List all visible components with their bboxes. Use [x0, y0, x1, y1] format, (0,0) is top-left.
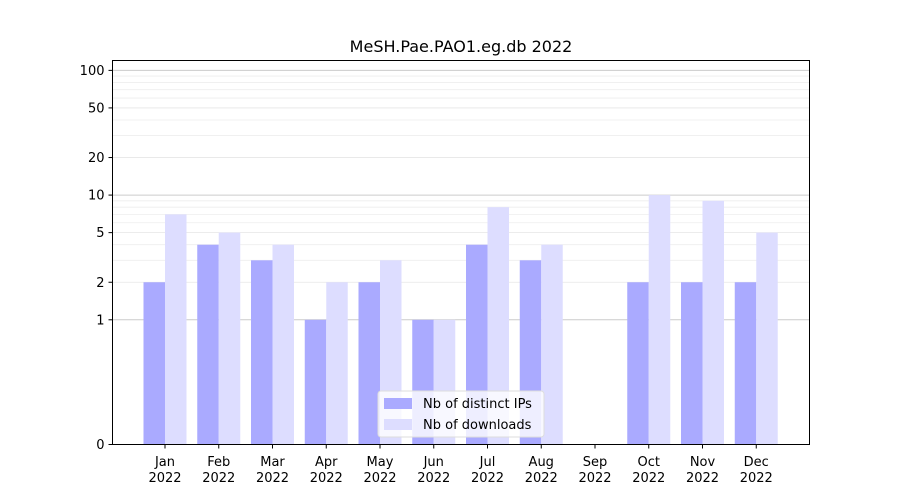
- x-axis: Jan 2022 Feb 2022 Mar 2022 Apr 2022 May 2022 Jun 20…: [148, 444, 773, 486]
- x-tick-label: Jul 2022: [471, 455, 504, 486]
- legend-box: [377, 390, 545, 438]
- x-tick-label: Sep 2022: [578, 455, 611, 486]
- bar-downloads: [702, 200, 724, 445]
- legend: Nb of distinct IPs Nb of downloads: [377, 390, 545, 438]
- x-tick-label: Aug 2022: [525, 455, 558, 486]
- y-axis: 0 1 2 5 10 20 50 100: [80, 64, 113, 453]
- bar-downloads: [648, 195, 671, 445]
- x-tick-label: Nov 2022: [686, 455, 719, 486]
- bar-distinct-ips: [358, 282, 380, 445]
- y-tick-label: 100: [80, 64, 105, 79]
- bar-distinct-ips: [143, 282, 165, 445]
- y-tick-label: 10: [88, 189, 105, 204]
- chart-title: MeSH.Pae.PAO1.eg.db 2022: [350, 37, 573, 56]
- bar-distinct-ips: [627, 282, 649, 445]
- legend-label: Nb of distinct IPs: [423, 397, 532, 412]
- x-tick-label: Apr 2022: [310, 455, 343, 486]
- x-tick-label: Feb 2022: [202, 455, 235, 486]
- legend-label: Nb of downloads: [423, 418, 532, 433]
- x-tick-label: Jun 2022: [417, 455, 450, 486]
- bar-downloads: [756, 232, 778, 445]
- y-tick-label: 50: [88, 101, 105, 116]
- bar-downloads: [487, 207, 509, 445]
- bar-distinct-ips: [681, 282, 703, 445]
- bar-downloads: [272, 244, 294, 445]
- x-tick-label: Dec 2022: [740, 455, 773, 486]
- bar-downloads: [165, 214, 187, 445]
- legend-swatch: [384, 419, 412, 430]
- legend-swatch: [384, 398, 412, 409]
- y-tick-label: 2: [96, 276, 104, 291]
- bar-downloads: [541, 244, 563, 445]
- bar-distinct-ips: [197, 244, 219, 445]
- bar-downloads: [218, 232, 241, 445]
- bar-distinct-ips: [251, 260, 273, 445]
- bar-downloads: [326, 282, 348, 445]
- y-tick-label: 20: [88, 151, 105, 166]
- x-tick-label: Oct 2022: [632, 455, 665, 486]
- x-tick-label: Jan 2022: [148, 455, 181, 486]
- y-tick-label: 5: [96, 226, 104, 241]
- y-tick-label: 1: [96, 313, 104, 328]
- x-tick-label: May 2022: [363, 455, 396, 486]
- plot-frame: [112, 60, 810, 445]
- bar-distinct-ips: [734, 282, 757, 445]
- x-tick-label: Mar 2022: [256, 455, 289, 486]
- y-tick-label: 0: [96, 438, 104, 453]
- bar-distinct-ips: [304, 319, 327, 445]
